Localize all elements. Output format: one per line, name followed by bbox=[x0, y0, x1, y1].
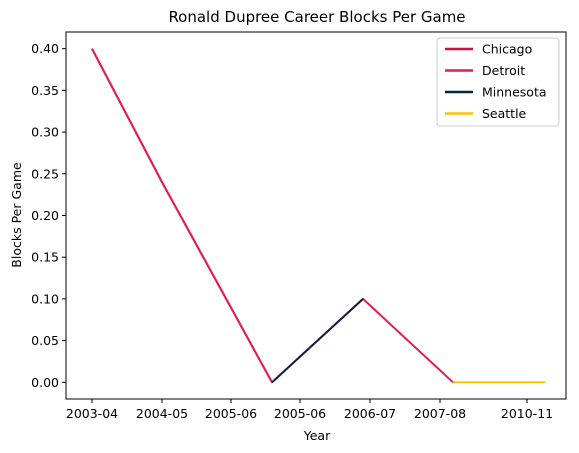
chart-title: Ronald Dupree Career Blocks Per Game bbox=[168, 8, 465, 26]
y-tick-label: 0.15 bbox=[31, 250, 59, 265]
series-line-detroit bbox=[92, 49, 453, 383]
legend: Chicago Detroit Minnesota Seattle bbox=[437, 38, 559, 126]
legend-label-minnesota: Minnesota bbox=[482, 85, 547, 100]
legend-label-chicago: Chicago bbox=[482, 42, 532, 57]
y-tick-label: 0.30 bbox=[31, 125, 59, 140]
y-tick-label: 0.25 bbox=[31, 166, 59, 181]
y-tick-label: 0.00 bbox=[31, 375, 59, 390]
legend-label-seattle: Seattle bbox=[482, 106, 527, 121]
y-tick-label: 0.05 bbox=[31, 333, 59, 348]
x-axis-title: Year bbox=[303, 428, 331, 443]
y-tick-label: 0.10 bbox=[31, 291, 59, 306]
y-tick-label: 0.40 bbox=[31, 41, 59, 56]
x-tick-label: 2005-06 bbox=[274, 406, 326, 421]
x-tick-label: 2007-08 bbox=[414, 406, 466, 421]
series-line-minnesota bbox=[272, 299, 363, 382]
y-tick-label: 0.20 bbox=[31, 208, 59, 223]
y-axis-title: Blocks Per Game bbox=[9, 162, 24, 268]
x-tick-label: 2004-05 bbox=[136, 406, 188, 421]
x-tick-label: 2003-04 bbox=[66, 406, 118, 421]
y-tick-label: 0.35 bbox=[31, 83, 59, 98]
x-tick-label: 2005-06 bbox=[205, 406, 257, 421]
legend-label-detroit: Detroit bbox=[482, 63, 525, 78]
x-tick-label: 2010-11 bbox=[501, 406, 553, 421]
x-tick-label: 2006-07 bbox=[344, 406, 396, 421]
